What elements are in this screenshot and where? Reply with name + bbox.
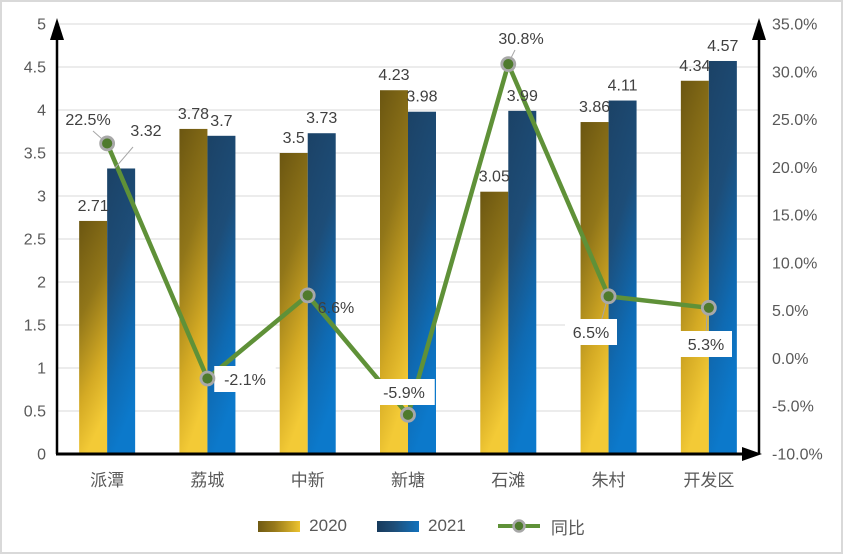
bar-value-label: 2.71 — [78, 198, 109, 215]
bar-value-label: 3.98 — [406, 89, 437, 106]
chart-legend: 2020 2021 同比 — [0, 506, 843, 546]
left-axis-tick: 5 — [37, 17, 46, 34]
left-axis-tick: 3 — [37, 189, 46, 206]
right-axis-tick: 25.0% — [772, 112, 817, 129]
line-marker-icon — [500, 56, 517, 73]
right-axis-tick: 35.0% — [772, 17, 817, 34]
category-label: 石滩 — [491, 471, 525, 490]
bar-value-label: 3.73 — [306, 110, 337, 127]
line-marker-icon — [600, 288, 617, 305]
pct-label: -5.9% — [383, 385, 425, 402]
left-axis-tick: 1.5 — [24, 318, 46, 335]
category-label: 荔城 — [190, 471, 224, 490]
bar-value-label: 3.05 — [479, 169, 510, 186]
right-axis-tick: 5.0% — [772, 303, 808, 320]
bar-value-label: 3.32 — [130, 123, 161, 140]
left-axis-tick: 4 — [37, 103, 46, 120]
legend-item-ratio: 同比 — [496, 514, 585, 539]
legend-label-2020: 2020 — [309, 516, 347, 535]
left-axis-tick: 0.5 — [24, 404, 46, 421]
x-axis-arrow-icon — [742, 447, 762, 461]
left-axis-tick: 2 — [37, 275, 46, 292]
bar-value-label: 4.34 — [679, 58, 710, 75]
pct-label: 6.5% — [573, 325, 609, 342]
bar-2020-派潭 — [79, 220, 108, 454]
pct-label: -2.1% — [224, 372, 266, 389]
line-marker-icon — [99, 135, 116, 152]
legend-swatch-2021-icon — [377, 520, 419, 532]
bar-2021-派潭 — [107, 168, 136, 455]
pct-label: 22.5% — [65, 112, 110, 129]
pct-label-box — [214, 366, 276, 392]
bar-value-label: 3.86 — [579, 99, 610, 116]
legend-swatch-2020-icon — [258, 520, 301, 532]
bar-value-label: 3.7 — [210, 113, 232, 130]
right-axis-tick: -5.0% — [772, 399, 814, 416]
right-axis-arrow-icon — [752, 18, 766, 40]
right-axis-tick: 15.0% — [772, 208, 817, 225]
bar-value-label: 3.78 — [178, 106, 209, 123]
bar-2020-中新 — [279, 153, 308, 454]
right-axis-tick: 20.0% — [772, 160, 817, 177]
right-axis-tick: 10.0% — [772, 255, 817, 272]
bar-2021-朱村 — [608, 100, 637, 454]
bar-2021-开发区 — [708, 60, 737, 454]
bar-2021-荔城 — [207, 135, 236, 455]
bar-value-label: 3.5 — [283, 130, 305, 147]
left-axis-tick: 3.5 — [24, 146, 46, 163]
category-label: 中新 — [291, 471, 325, 490]
legend-label-ratio: 同比 — [550, 518, 585, 538]
line-marker-icon — [400, 406, 416, 423]
category-label: 开发区 — [683, 471, 734, 490]
bar-2020-石滩 — [480, 191, 509, 454]
left-axis-arrow-icon — [50, 18, 64, 40]
left-axis-tick: 0 — [37, 447, 46, 464]
pct-label-box — [565, 319, 617, 345]
left-axis-tick: 1 — [37, 361, 46, 378]
left-axis-tick: 4.5 — [24, 60, 46, 77]
line-marker-icon — [199, 370, 216, 387]
bar-value-label: 4.23 — [378, 67, 409, 84]
category-label: 新塘 — [391, 471, 425, 490]
combo-chart: 2.713.783.54.233.053.864.343.323.7 3.733.… — [24, 17, 823, 491]
bar-2020-荔城 — [179, 128, 208, 455]
bar-value-label: 3.99 — [507, 88, 538, 105]
legend-item-2020: 2020 — [258, 516, 347, 536]
line-marker-icon — [299, 287, 316, 304]
legend-item-2021: 2021 — [377, 516, 466, 536]
legend-line-marker-icon — [497, 519, 540, 533]
bar-value-label: 4.11 — [608, 78, 638, 95]
pct-label: 6.6% — [318, 300, 354, 317]
right-axis-tick: 0.0% — [772, 351, 808, 368]
legend-label-2021: 2021 — [428, 516, 466, 535]
pct-label-box — [373, 379, 435, 405]
bar-2020-开发区 — [680, 80, 709, 454]
left-axis-tick: 2.5 — [24, 232, 46, 249]
right-axis-tick: 30.0% — [772, 64, 817, 81]
right-axis-tick: -10.0% — [772, 447, 823, 464]
line-marker-icon — [700, 299, 717, 316]
bar-value-label: 4.57 — [707, 38, 738, 55]
bar-2021-石滩 — [508, 110, 537, 455]
pct-label-box — [680, 331, 732, 357]
category-label: 朱村 — [592, 471, 626, 490]
pct-label: 30.8% — [498, 31, 543, 48]
label-leader-line — [114, 146, 134, 169]
pct-label: 5.3% — [688, 337, 724, 354]
label-leader-line — [92, 130, 103, 140]
category-label: 派潭 — [90, 471, 124, 490]
